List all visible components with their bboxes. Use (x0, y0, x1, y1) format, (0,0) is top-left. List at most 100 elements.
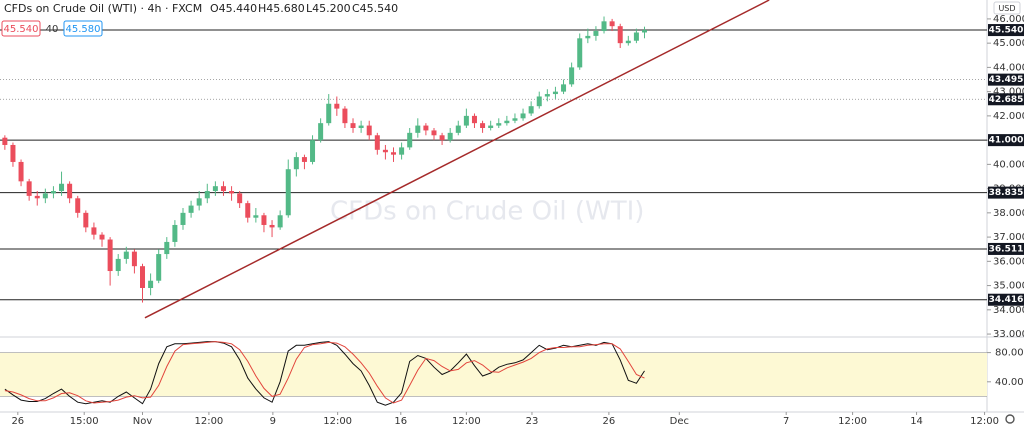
y-tick-label: 45.000 (993, 38, 1024, 49)
level-flag (988, 24, 1024, 37)
candle-body (415, 125, 421, 133)
candle-body (2, 137, 8, 145)
candle-body (115, 258, 121, 272)
x-tick-label: 23 (526, 416, 539, 425)
candle-body (633, 32, 639, 41)
candle-body (350, 123, 356, 128)
level-flag (988, 134, 1024, 147)
candle-body (407, 132, 413, 148)
y-tick-label: 44.000 (993, 62, 1024, 73)
y-tick-label: 33.000 (993, 329, 1024, 340)
candle-body (552, 91, 558, 95)
level-flag (988, 186, 1024, 199)
y-tick-label: 46.000 (993, 14, 1024, 25)
candle-body (488, 125, 494, 128)
y-tick-label: 35.000 (993, 281, 1024, 292)
candle-body (471, 115, 477, 124)
settings-gear[interactable] (1005, 414, 1015, 424)
candle-body (10, 144, 16, 162)
x-tick-label: Dec (670, 416, 689, 425)
candle-body (544, 94, 550, 97)
trend-line (144, 0, 770, 319)
candle-body (26, 181, 32, 196)
level-flag (988, 242, 1024, 255)
level-label: 36.511 (989, 244, 1024, 254)
ask-price[interactable]: 45.580 (66, 24, 101, 35)
currency[interactable]: USD (998, 4, 1015, 13)
candle-body (310, 140, 316, 162)
level-label: 42.685 (989, 95, 1024, 105)
candle-body (245, 203, 251, 218)
candle-body (366, 125, 372, 136)
x-tick-label: 7 (783, 416, 789, 425)
candle-body (91, 227, 97, 235)
sell-button[interactable] (1, 20, 41, 37)
x-tick-label: 15:00 (70, 416, 99, 425)
x-tick-label: 12:00 (194, 416, 223, 425)
x-tick-label: 26 (603, 416, 616, 425)
settings-icon[interactable] (1005, 414, 1015, 424)
y-tick-label: 40.000 (993, 159, 1024, 170)
candle-body (463, 115, 469, 126)
candle-body (439, 135, 445, 141)
x-tick-label: 16 (394, 416, 407, 425)
candle-body (520, 113, 526, 119)
x-tick-label: 9 (270, 416, 276, 425)
symbol-title: CFDs on Crude Oil (WTI) · 4h · FXCM (4, 2, 202, 15)
candle-body (164, 241, 170, 255)
y-tick-label: 34.000 (993, 305, 1024, 316)
bid-price[interactable]: 45.540 (4, 24, 39, 35)
candle-body (67, 183, 73, 199)
candle-body (358, 125, 364, 128)
x-tick-label: Nov (133, 416, 153, 425)
candle-body (423, 125, 429, 131)
candle-body (569, 67, 575, 85)
level-flag (988, 293, 1024, 306)
candle-body (172, 224, 178, 242)
candle-body (140, 266, 146, 288)
spread: 40 (46, 24, 59, 35)
ohlc-close: C45.540 (352, 2, 398, 15)
candle-body (585, 35, 591, 39)
candle-body (326, 103, 332, 124)
candle-body (293, 157, 299, 170)
candle-body (99, 234, 105, 240)
x-tick-label: 12:00 (452, 416, 481, 425)
level-flag (988, 73, 1024, 86)
candle-body (447, 132, 453, 141)
candle-body (374, 135, 380, 150)
candle-body (301, 157, 307, 162)
candle-body (528, 106, 534, 114)
x-tick-label: 12:00 (970, 416, 999, 425)
candle-body (480, 123, 486, 128)
buy-button[interactable] (63, 20, 103, 37)
oscillator-band (0, 352, 987, 397)
candle-body (382, 149, 388, 153)
candle-body (609, 21, 615, 27)
y-tick-label: 36.000 (993, 256, 1024, 267)
x-tick-label: 12:00 (323, 416, 352, 425)
candle-body (75, 198, 81, 213)
ohlc-open: O45.440 (210, 2, 257, 15)
level-label: 45.540 (989, 26, 1024, 36)
candle-body (593, 31, 599, 36)
y-tick-label: 37.000 (993, 232, 1024, 243)
candle-body (204, 191, 210, 199)
candle-body (455, 125, 461, 133)
candle-body (601, 21, 607, 32)
oscillator-line (4, 341, 645, 404)
candle-body (399, 147, 405, 155)
ohlc-low: L45.200 (306, 2, 351, 15)
candle-body (577, 38, 583, 68)
candle-body (391, 152, 397, 155)
candle-body (504, 120, 510, 124)
candle-body (625, 40, 631, 44)
candle-body (277, 215, 283, 228)
candle-body (536, 96, 542, 107)
candle-body (107, 239, 113, 272)
level-label: 34.416 (989, 295, 1024, 305)
candle-body (318, 123, 324, 141)
candle-body (431, 130, 437, 136)
currency-box[interactable] (993, 1, 1021, 15)
level-label: 41.000 (989, 136, 1024, 146)
